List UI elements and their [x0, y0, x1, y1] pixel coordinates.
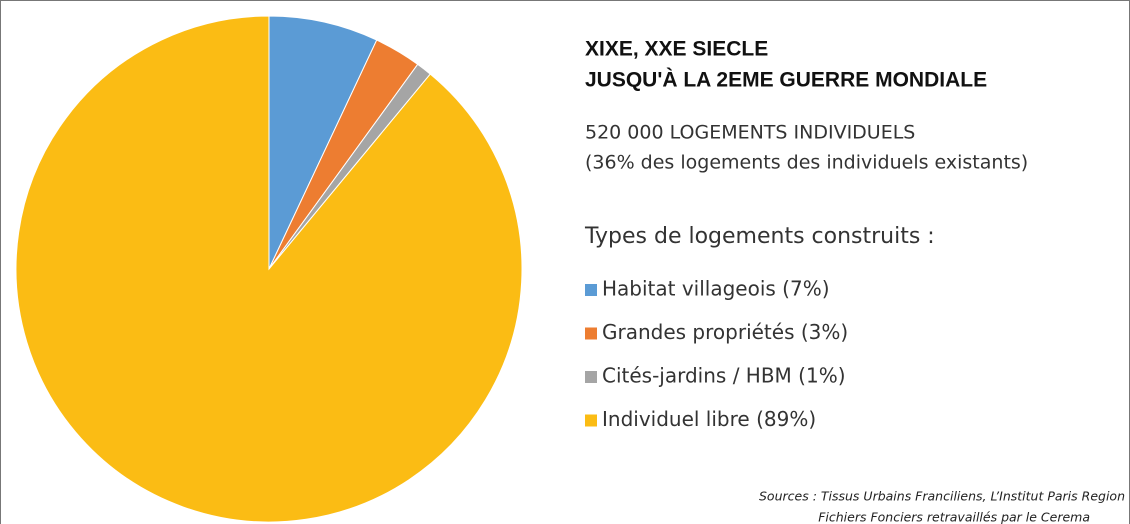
- source: Fichiers Fonciers retravaillés par le Ce…: [818, 510, 1090, 524]
- legend-label: Grandes propriétés (3%): [602, 320, 848, 344]
- legend-label: Cités-jardins / HBM (1%): [602, 364, 846, 388]
- source: Sources : Tissus Urbains Franciliens, L’…: [759, 489, 1125, 504]
- legend-label: Individuel libre (89%): [602, 407, 816, 431]
- legend-swatch: [585, 371, 597, 383]
- legend-swatch: [585, 327, 597, 340]
- legend-title: Types de logements construits :: [584, 224, 935, 249]
- chart-title: XIXE, XXE SIECLE: [585, 38, 768, 61]
- chart-title: JUSQU'À LA 2EME GUERRE MONDIALE: [585, 69, 987, 92]
- legend-swatch: [585, 284, 597, 296]
- legend-label: Habitat villageois (7%): [602, 277, 830, 301]
- legend-swatch: [585, 414, 597, 427]
- pie-slice: [268, 15, 378, 270]
- pie-slice: [15, 15, 523, 523]
- subtitle: 520 000 LOGEMENTS INDIVIDUELS: [585, 122, 915, 144]
- subtitle: (36% des logements des individuels exist…: [585, 152, 1028, 174]
